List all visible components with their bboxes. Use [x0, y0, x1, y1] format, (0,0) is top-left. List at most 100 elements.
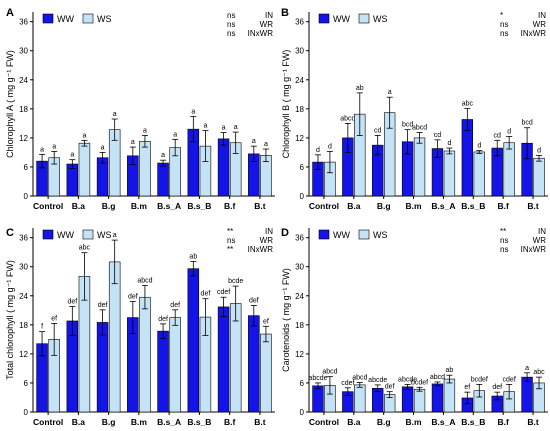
bar-ww: [401, 386, 414, 413]
significance-letter: def: [158, 316, 168, 323]
legend-label-ww: WW: [57, 14, 74, 24]
stat-significance: ns: [227, 20, 235, 29]
stat-significance: ns: [500, 20, 508, 29]
x-tick-label: B.m: [131, 417, 148, 427]
bar-ws: [443, 378, 456, 413]
significance-letter: d: [507, 128, 511, 135]
significance-letter: a: [52, 143, 56, 150]
y-axis-title: Chlorophyll B ( mg g⁻¹ FW): [281, 50, 291, 159]
bar-ww: [96, 157, 109, 197]
x-tick-label: B.t: [527, 201, 539, 211]
y-tick-label: 6: [24, 379, 29, 388]
significance-letter: a: [222, 125, 226, 132]
y-tick-label: 12: [19, 134, 28, 143]
x-tick-label: B.s_A: [157, 201, 181, 211]
significance-letter: a: [234, 124, 238, 131]
significance-letter: ef: [263, 318, 269, 325]
y-tick-label: 24: [19, 76, 28, 85]
stat-factor: INxWR: [521, 29, 547, 38]
significance-letter: ab: [189, 253, 197, 260]
panel-label: B: [281, 7, 289, 19]
y-tick-label: 18: [19, 321, 28, 330]
panel-label: A: [6, 7, 14, 19]
x-tick-label: B.f: [498, 417, 510, 427]
x-tick-label: Control: [309, 201, 339, 211]
significance-letter: f: [41, 324, 43, 331]
bar-ws: [503, 142, 515, 197]
significance-letter: a: [113, 232, 117, 239]
y-tick-label: 0: [300, 408, 305, 417]
bar-ws: [260, 333, 272, 413]
significance-letter: def: [385, 384, 395, 391]
stat-factor: IN: [538, 11, 546, 20]
stat-significance: **: [227, 245, 233, 254]
x-tick-label: B.s_A: [431, 201, 455, 211]
y-tick-label: 0: [24, 192, 29, 201]
panel-a: A Chlorophyll A ( mg g⁻¹ FW) 0 6 12 18 24 30 36 C…: [5, 7, 275, 211]
significance-letter: abcd: [137, 278, 152, 285]
y-tick-label: 30: [19, 263, 28, 272]
x-tick-label: B.m: [131, 201, 148, 211]
significance-letter: a: [264, 141, 268, 148]
bar-ws: [354, 384, 366, 413]
x-tick-label: B.f: [224, 417, 236, 427]
significance-letter: a: [388, 89, 392, 96]
y-tick-label: 6: [24, 163, 29, 172]
y-tick-label: 18: [295, 321, 304, 330]
x-tick-label: B.s_B: [187, 201, 211, 211]
bar-ww: [157, 330, 169, 413]
y-tick-label: 36: [19, 18, 28, 27]
x-tick-label: B.a: [72, 417, 86, 427]
legend-label-ww: WW: [333, 14, 350, 24]
significance-letter: bcde: [228, 278, 243, 285]
significance-letter: a: [113, 111, 117, 118]
bar-ws: [108, 261, 121, 413]
y-axis-title: Chlorophyll A ( mg g⁻¹ FW): [5, 50, 15, 158]
significance-letter: abcd: [340, 115, 355, 122]
bar-ws: [169, 317, 181, 413]
significance-letter: a: [131, 139, 135, 146]
y-tick-label: 0: [300, 192, 305, 201]
significance-letter: cdef: [503, 376, 516, 383]
significance-letter: def: [128, 294, 138, 301]
bar-ws: [413, 388, 426, 413]
bar-ws: [473, 151, 485, 197]
x-tick-label: Control: [33, 201, 63, 211]
significance-letter: abcd: [412, 125, 427, 132]
significance-letter: ef: [51, 315, 57, 322]
stat-factor: WR: [260, 236, 274, 245]
significance-letter: bcd: [402, 122, 413, 129]
significance-letter: abc: [462, 100, 474, 107]
bar-ww: [217, 306, 230, 413]
stat-factor: INxWR: [521, 245, 547, 254]
stat-significance: **: [227, 227, 233, 236]
bar-ww: [66, 163, 79, 197]
significance-letter: abcd: [430, 374, 445, 381]
significance-letter: d: [447, 140, 451, 147]
bar-ws: [139, 140, 151, 197]
significance-letter: a: [203, 123, 207, 130]
significance-letter: abc: [79, 245, 91, 252]
bar-ws: [413, 137, 426, 197]
legend-swatch-ww: [318, 13, 330, 24]
stat-factor: INxWR: [248, 29, 274, 38]
y-tick-label: 24: [295, 76, 304, 85]
bar-ww: [217, 138, 230, 197]
panel-b: B Chlorophyll B ( mg g⁻¹ FW) 0 6 12 18 24 30 36 C…: [281, 7, 548, 211]
stat-significance: ns: [500, 236, 508, 245]
x-tick-label: B.s_B: [187, 417, 211, 427]
panel-label: D: [281, 227, 289, 239]
significance-letter: def: [170, 302, 180, 309]
panel-c: C Total chlorophyll ( mg g⁻¹ FW) 0 6 12 18 24 3…: [5, 227, 275, 427]
bar-ww: [96, 322, 109, 413]
y-tick-label: 30: [295, 263, 304, 272]
bar-ww: [312, 385, 324, 413]
x-tick-label: B.g: [377, 417, 391, 427]
significance-letter: ab: [356, 85, 364, 92]
y-tick-label: 36: [295, 234, 304, 243]
significance-letter: cd: [494, 132, 502, 139]
x-tick-label: B.a: [72, 201, 86, 211]
x-tick-label: B.s_B: [461, 201, 485, 211]
significance-letter: a: [143, 127, 147, 134]
